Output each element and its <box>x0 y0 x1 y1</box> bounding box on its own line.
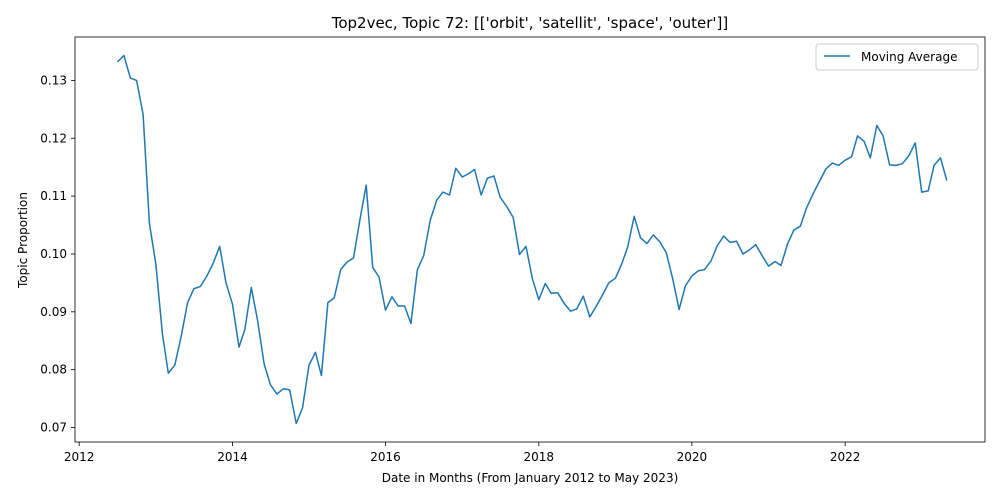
y-tick-label: 0.08 <box>40 363 67 377</box>
y-tick-label: 0.13 <box>40 73 67 87</box>
plot-area <box>74 36 986 443</box>
series-line-moving-average <box>116 54 948 425</box>
y-tick-label: 0.11 <box>40 189 67 203</box>
legend-label-moving-average: Moving Average <box>861 50 957 64</box>
chart-title: Top2vec, Topic 72: [['orbit', 'satellit'… <box>331 14 729 32</box>
legend: Moving Average <box>815 43 979 71</box>
plot-frame <box>74 36 986 443</box>
x-tick-label: 2014 <box>217 450 248 464</box>
y-tick-label: 0.09 <box>40 305 67 319</box>
legend-box <box>815 43 979 71</box>
y-tick-label: 0.12 <box>40 131 67 145</box>
x-tick-label: 2016 <box>370 450 401 464</box>
y-axis-label: Topic Proportion <box>16 192 30 289</box>
x-tick-label: 2022 <box>830 450 861 464</box>
x-axis: 2012 2014 2016 2018 2020 2022 <box>64 442 860 464</box>
y-axis: 0.07 0.08 0.09 0.10 0.11 0.12 0.13 <box>40 73 75 435</box>
y-tick-label: 0.10 <box>40 247 67 261</box>
x-tick-label: 2012 <box>64 450 95 464</box>
x-axis-label: Date in Months (From January 2012 to May… <box>382 471 679 485</box>
y-tick-label: 0.07 <box>40 421 67 435</box>
x-tick-label: 2018 <box>524 450 555 464</box>
x-tick-label: 2020 <box>677 450 708 464</box>
